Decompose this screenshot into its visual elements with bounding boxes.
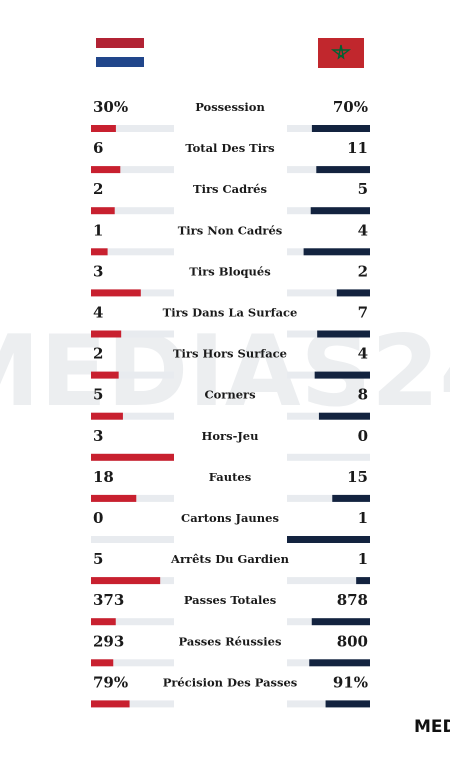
home-value: 6 xyxy=(93,139,103,157)
away-bar xyxy=(310,207,370,215)
stat-label: Passes Réussies xyxy=(179,634,282,648)
away-value: 1 xyxy=(358,509,368,527)
home-track xyxy=(91,536,174,543)
away-bar xyxy=(317,330,370,338)
stat-label: Tirs Hors Surface xyxy=(173,347,287,361)
away-value: 70% xyxy=(333,98,368,116)
home-track xyxy=(91,371,174,379)
home-value: 293 xyxy=(93,632,124,650)
away-bar xyxy=(325,700,370,708)
stat-label: Tirs Cadrés xyxy=(193,182,267,196)
home-bar xyxy=(91,494,137,502)
home-value: 5 xyxy=(93,550,103,568)
away-bar xyxy=(336,289,370,297)
away-value: 0 xyxy=(358,427,368,445)
home-bar xyxy=(91,618,116,626)
home-value: 2 xyxy=(93,345,103,363)
home-bar xyxy=(91,371,119,379)
home-value: 79% xyxy=(93,673,128,691)
home-bar xyxy=(91,166,121,174)
home-value: 2 xyxy=(93,180,103,198)
home-bar xyxy=(91,330,122,338)
home-bar xyxy=(91,412,123,420)
away-bar xyxy=(311,125,370,132)
stat-label: Corners xyxy=(204,388,255,402)
away-value: 2 xyxy=(358,262,368,280)
home-bar xyxy=(91,207,115,215)
stat-label: Tirs Bloqués xyxy=(189,264,270,278)
home-track xyxy=(91,700,174,708)
flag-home xyxy=(96,38,144,67)
away-bar xyxy=(356,577,370,585)
home-track xyxy=(91,330,174,338)
away-track xyxy=(287,453,370,461)
home-value: 3 xyxy=(93,427,103,445)
home-bar xyxy=(91,659,114,667)
home-bar xyxy=(91,289,141,297)
stat-label: Fautes xyxy=(209,470,251,484)
away-track xyxy=(287,494,370,502)
stat-label: Précision Des Passes xyxy=(163,675,298,689)
home-track xyxy=(91,412,174,420)
away-value: 11 xyxy=(347,139,368,157)
away-bar xyxy=(311,618,370,626)
home-value: 1 xyxy=(93,221,103,239)
away-value: 800 xyxy=(337,632,368,650)
home-bar xyxy=(91,125,116,132)
away-bar xyxy=(287,536,370,543)
away-value: 4 xyxy=(358,345,368,363)
home-bar xyxy=(91,248,108,256)
home-track xyxy=(91,618,174,626)
away-bar xyxy=(316,166,370,174)
stat-label: Cartons Jaunes xyxy=(181,511,279,525)
logo: MED xyxy=(414,717,450,737)
away-bar xyxy=(332,494,370,502)
away-bar xyxy=(309,659,370,667)
away-bar xyxy=(303,248,370,256)
home-value: 30% xyxy=(93,98,128,116)
away-value: 8 xyxy=(358,386,368,404)
home-value: 0 xyxy=(93,509,103,527)
flag-away xyxy=(318,38,364,68)
away-value: 15 xyxy=(347,468,368,486)
home-value: 3 xyxy=(93,262,103,280)
away-value: 878 xyxy=(337,591,368,609)
home-track xyxy=(91,166,174,174)
stat-label: Arrêts Du Gardien xyxy=(170,552,290,566)
away-value: 7 xyxy=(358,304,368,322)
home-track xyxy=(91,248,174,256)
home-value: 4 xyxy=(93,304,103,322)
stat-label: Hors-Jeu xyxy=(202,429,259,443)
stat-label: Passes Totales xyxy=(184,593,276,607)
home-track xyxy=(91,125,174,132)
away-bar xyxy=(318,412,370,420)
away-track xyxy=(287,289,370,297)
home-value: 18 xyxy=(93,468,114,486)
away-bar xyxy=(314,371,370,379)
home-bar xyxy=(91,577,161,585)
stat-label: Tirs Non Cadrés xyxy=(178,223,283,237)
home-value: 5 xyxy=(93,386,103,404)
stat-label: Tirs Dans La Surface xyxy=(163,306,298,320)
away-value: 4 xyxy=(358,221,368,239)
watermark: MEDIAS24 xyxy=(0,315,450,429)
stat-label: Possession xyxy=(195,100,265,114)
home-bar xyxy=(91,453,174,461)
home-value: 373 xyxy=(93,591,124,609)
away-track xyxy=(287,577,370,585)
away-value: 91% xyxy=(333,673,368,691)
stat-label: Total Des Tirs xyxy=(185,141,274,155)
home-track xyxy=(91,659,174,667)
away-value: 5 xyxy=(358,180,368,198)
away-value: 1 xyxy=(358,550,368,568)
home-bar xyxy=(91,700,130,708)
home-track xyxy=(91,207,174,215)
